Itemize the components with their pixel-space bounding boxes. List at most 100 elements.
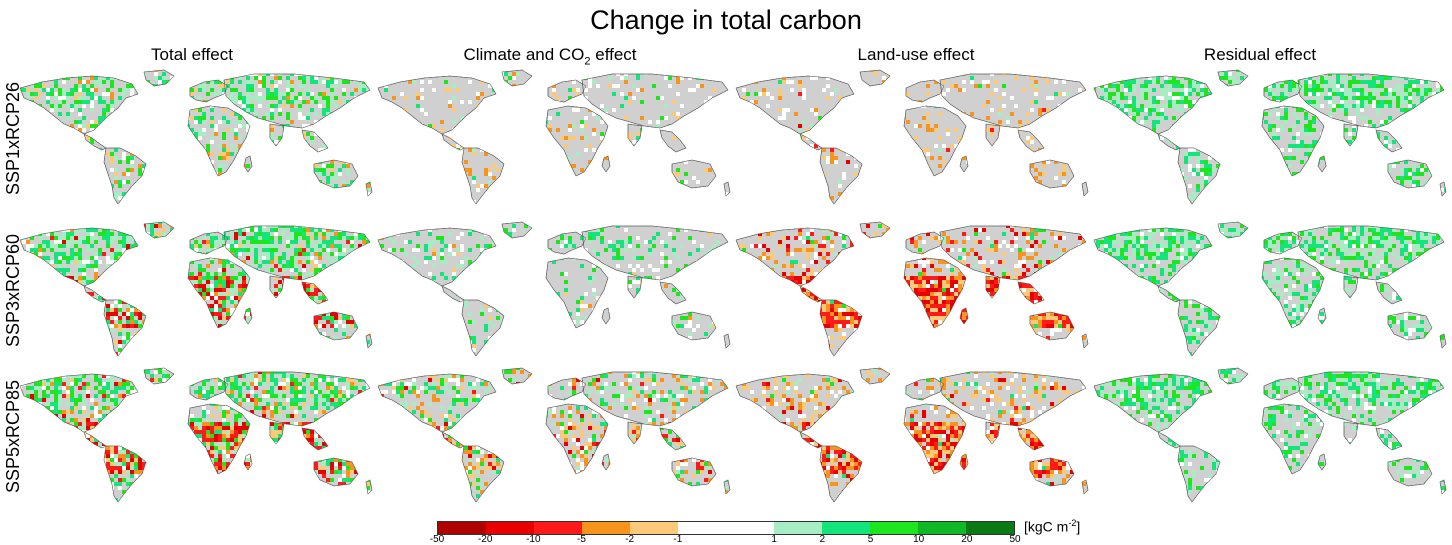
map-cell [1332,108,1336,112]
map-cell [290,128,294,132]
map-cell [182,76,186,80]
map-cell [358,72,362,76]
map-cell [326,180,330,184]
map-cell [1272,68,1276,72]
map-cell [1104,196,1108,200]
map-cell [26,92,30,96]
world-map [1088,68,1448,208]
map-cell [66,140,70,144]
map-cell [346,148,350,152]
map-cell [1172,84,1176,88]
map-cell [1312,68,1316,72]
map-cell [1156,176,1160,180]
map-cell [158,92,162,96]
map-cell [210,236,214,240]
map-cell [886,168,890,172]
map-cell [1184,100,1188,104]
map-cell [778,144,782,148]
map-panel [730,68,1090,208]
map-cell [26,184,30,188]
map-cell [1148,112,1152,116]
map-cell [170,220,174,224]
map-cell [1272,84,1276,88]
map-cell [194,172,198,176]
map-cell [274,164,278,168]
map-cell [1132,112,1136,116]
map-cell [1228,72,1232,76]
map-cell [66,240,70,244]
map-cell [656,120,660,124]
map-cell [692,188,696,192]
map-cell [190,192,194,196]
map-cell [1376,68,1380,72]
map-cell [262,228,266,232]
map-cell [238,108,242,112]
map-cell [50,68,54,72]
map-cell [182,116,186,120]
map-cell [1284,92,1288,96]
map-cell [166,204,170,208]
map-cell [234,160,238,164]
map-cell [520,196,524,200]
map-cell [1006,196,1010,200]
map-cell [182,88,186,92]
map-cell [1208,100,1212,104]
map-cell [1228,124,1232,128]
map-cell [746,196,750,200]
map-cell [1100,116,1104,120]
map-cell [1316,192,1320,196]
map-cell [1380,104,1384,108]
map-cell [516,168,520,172]
map-cell [1176,108,1180,112]
map-cell [134,120,138,124]
map-cell [298,104,302,108]
map-cell [588,204,592,208]
map-cell [420,88,424,92]
map-cell [842,176,846,180]
map-cell [1348,132,1352,136]
map-cell [1320,92,1324,96]
map-cell [50,72,54,76]
map-cell [668,156,672,160]
map-cell [98,192,102,196]
map-cell [1144,84,1148,88]
map-cell [166,172,170,176]
map-cell [1124,196,1128,200]
map-cell [1124,204,1128,208]
map-cell [1074,144,1078,148]
map-cell [1112,92,1116,96]
map-cell [142,96,146,100]
map-cell [1216,196,1220,200]
map-cell [798,124,802,128]
map-cell [354,200,358,204]
map-cell [1184,124,1188,128]
map-cell [572,124,576,128]
map-cell [194,80,198,84]
map-cell [1408,88,1412,92]
map-cell [1240,148,1244,152]
map-cell [330,80,334,84]
map-cell [46,76,50,80]
map-cell [826,136,830,140]
map-cell [1344,76,1348,80]
map-cell [1152,204,1156,208]
map-cell [676,200,680,204]
map-cell [322,200,326,204]
map-cell [1152,80,1156,84]
map-cell [1224,180,1228,184]
map-cell [46,188,50,192]
map-cell [362,228,366,232]
map-cell [1300,144,1304,148]
map-cell [814,188,818,192]
map-cell [1120,140,1124,144]
map-cell [174,192,178,196]
map-cell [1228,144,1232,148]
map-cell [758,184,762,188]
map-cell [1424,88,1428,92]
map-cell [950,172,954,176]
map-cell [338,156,342,160]
map-cell [978,168,982,172]
map-cell [1444,204,1448,208]
map-cell [1444,96,1448,100]
map-cell [34,140,38,144]
